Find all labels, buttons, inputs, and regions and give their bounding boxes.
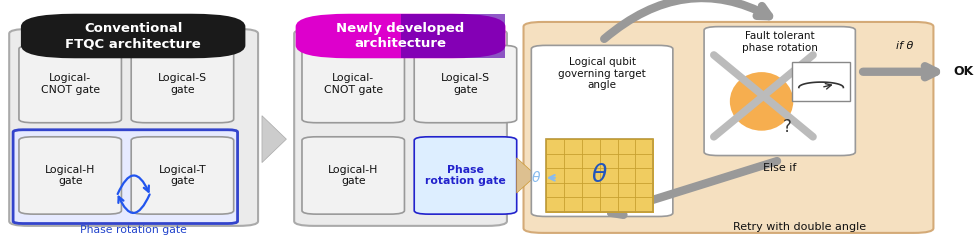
Text: Retry with double angle: Retry with double angle xyxy=(733,222,865,232)
Text: Phase rotation gate: Phase rotation gate xyxy=(79,225,186,235)
FancyBboxPatch shape xyxy=(21,14,245,58)
FancyBboxPatch shape xyxy=(294,29,507,226)
FancyBboxPatch shape xyxy=(523,22,933,233)
FancyBboxPatch shape xyxy=(296,14,506,58)
FancyBboxPatch shape xyxy=(19,137,122,214)
Text: Logical qubit
governing target
angle: Logical qubit governing target angle xyxy=(559,57,646,90)
FancyBboxPatch shape xyxy=(131,45,233,123)
Text: $\theta$: $\theta$ xyxy=(591,164,608,187)
Text: Else if: Else if xyxy=(763,163,797,173)
Text: Logical-S
gate: Logical-S gate xyxy=(158,73,207,95)
Text: Newly developed
architecture: Newly developed architecture xyxy=(336,22,465,50)
Text: Logical-
CNOT gate: Logical- CNOT gate xyxy=(40,73,100,95)
Text: if θ: if θ xyxy=(896,41,912,51)
FancyBboxPatch shape xyxy=(19,45,122,123)
Polygon shape xyxy=(516,158,536,193)
Text: Conventional
FTQC architecture: Conventional FTQC architecture xyxy=(66,22,201,50)
FancyBboxPatch shape xyxy=(13,130,237,224)
Text: Logical-T
gate: Logical-T gate xyxy=(159,165,206,186)
FancyBboxPatch shape xyxy=(9,29,258,226)
Text: Logical-H
gate: Logical-H gate xyxy=(45,165,95,186)
Polygon shape xyxy=(262,116,286,163)
Text: Logical-H
gate: Logical-H gate xyxy=(328,165,378,186)
Text: ?: ? xyxy=(783,118,792,136)
Text: $\theta$: $\theta$ xyxy=(531,170,541,185)
FancyBboxPatch shape xyxy=(792,62,851,101)
Text: Fault tolerant
phase rotation: Fault tolerant phase rotation xyxy=(742,31,817,53)
Ellipse shape xyxy=(730,72,793,131)
FancyBboxPatch shape xyxy=(531,45,673,216)
FancyBboxPatch shape xyxy=(302,45,405,123)
Text: Logical-S
gate: Logical-S gate xyxy=(441,73,490,95)
FancyBboxPatch shape xyxy=(415,137,516,214)
FancyBboxPatch shape xyxy=(704,27,856,155)
Text: OK: OK xyxy=(953,65,973,78)
Text: Phase
rotation gate: Phase rotation gate xyxy=(425,165,506,186)
Text: Logical-
CNOT gate: Logical- CNOT gate xyxy=(323,73,383,95)
FancyBboxPatch shape xyxy=(415,45,516,123)
FancyBboxPatch shape xyxy=(131,137,233,214)
FancyBboxPatch shape xyxy=(401,14,506,58)
FancyBboxPatch shape xyxy=(546,139,654,212)
FancyBboxPatch shape xyxy=(302,137,405,214)
